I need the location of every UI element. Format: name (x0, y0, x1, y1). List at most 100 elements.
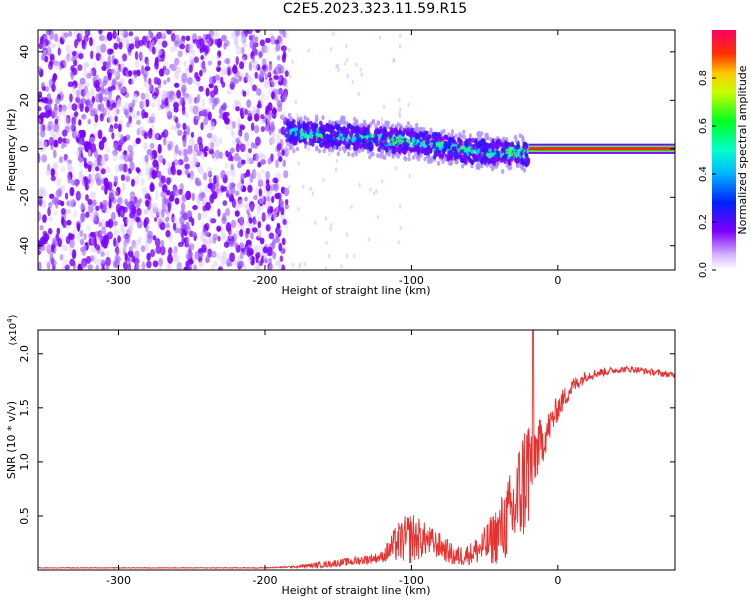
spectrogram-speck (105, 264, 110, 270)
spectrogram-speck (133, 242, 138, 251)
spectrogram-band-speck (486, 157, 491, 163)
spectrogram-speck (216, 66, 221, 72)
spectrogram-speck (152, 159, 159, 168)
spectrogram-speck (156, 152, 162, 162)
spectrogram-speck (120, 174, 126, 181)
spectrogram-band-speck (433, 137, 438, 143)
spectrogram-band-speck (293, 127, 298, 132)
spectrogram-band-speck (360, 122, 364, 128)
spectrogram-speck (380, 117, 384, 122)
spectrogram-speck (143, 141, 148, 151)
spectrogram-speck (58, 104, 63, 113)
spectrogram-band-speck (445, 156, 450, 162)
spectrogram-speck (226, 170, 231, 177)
spectrogram-speck (139, 51, 143, 61)
spectrogram-speck (42, 85, 46, 92)
spectrogram-speck (255, 254, 259, 264)
spectrogram-speck (189, 243, 195, 251)
spectrogram-band-speck (314, 118, 318, 124)
spectrogram-speck (248, 217, 253, 224)
spectrogram-speck (261, 255, 265, 263)
spectrogram-speck (149, 142, 155, 150)
spectrogram-speck (68, 30, 73, 37)
spectrogram-band-speck (423, 156, 427, 162)
spectrogram-speck (229, 77, 235, 85)
spectrogram-band-speck (427, 134, 432, 140)
spectrogram-speck (135, 216, 141, 223)
spectrogram-speck (44, 55, 49, 63)
spectrogram-speck (166, 111, 173, 120)
spectrogram-band-speck (449, 161, 453, 167)
spectrogram-band-speck (485, 152, 490, 157)
spectrogram-band-speck (495, 161, 499, 167)
spectrogram-band-speck (383, 135, 388, 141)
spectrogram-band-speck (339, 117, 343, 123)
spectrogram-speck (88, 173, 92, 182)
spectrogram-speck (48, 201, 53, 209)
spectrogram-band-speck (516, 156, 520, 162)
spectrogram-speck (270, 78, 277, 87)
spectrogram-band-speck (442, 128, 446, 134)
spectrogram-speck (146, 252, 151, 261)
spectrogram-band-speck (413, 144, 418, 150)
y-tick-label: 0.5 (18, 507, 31, 525)
spectrogram-frame (37, 29, 676, 271)
spectrogram-speck (255, 30, 261, 34)
spectrogram-band-speck (322, 124, 326, 130)
spectrogram-speck (195, 76, 201, 82)
spectrogram-speck (141, 261, 146, 270)
spectrogram-speck (131, 239, 137, 248)
spectrogram-speck (122, 261, 128, 270)
spectrogram-speck (103, 234, 108, 245)
spectrogram-speck (85, 256, 92, 264)
spectrogram-speck (407, 102, 410, 108)
spectrogram-speck (179, 96, 183, 106)
spectrogram-speck (283, 170, 289, 179)
spectrogram-speck (329, 47, 333, 52)
spectrogram-speck (89, 109, 96, 117)
spectrogram-band-speck (368, 136, 372, 143)
spectrogram-speck (200, 151, 205, 160)
spectrogram-speck (351, 80, 354, 85)
spectrogram-speck (119, 30, 126, 38)
spectrogram-speck (63, 32, 69, 38)
spectrogram-speck (48, 136, 55, 144)
spectrogram-speck (105, 166, 111, 174)
spectrogram-speck (398, 113, 402, 119)
spectrogram-speck (262, 255, 269, 263)
spectrogram-band-speck (490, 143, 495, 150)
spectrogram-band-speck (450, 132, 454, 138)
spectrogram-speck (239, 107, 244, 117)
spectrogram-speck (238, 216, 243, 224)
spectrogram-speck (158, 181, 164, 188)
spectrogram-speck (157, 171, 162, 178)
spectrogram-speck (93, 158, 98, 168)
spectrogram-speck (189, 170, 195, 180)
spectrogram-speck (261, 44, 268, 54)
spectrogram-speck (266, 116, 271, 126)
spectrogram-speck (157, 143, 162, 154)
spectrogram-speck (224, 124, 231, 130)
spectrogram-speck (284, 203, 289, 210)
spectrogram-speck (392, 57, 395, 63)
spectrogram-speck (398, 44, 402, 49)
spectrogram-speck (192, 204, 198, 211)
spectrogram-speck (244, 132, 250, 142)
spectrogram-speck (399, 225, 402, 231)
spectrogram-speck (223, 241, 230, 248)
spectrogram-speck (38, 106, 42, 112)
spectrogram-speck (95, 52, 102, 61)
spectrogram-speck (303, 262, 306, 267)
spectrogram-speck (69, 258, 76, 267)
spectrogram-speck (83, 176, 88, 187)
spectrogram-speck (233, 36, 238, 46)
spectrogram-speck (52, 75, 56, 84)
spectrogram-speck (220, 255, 226, 266)
spectrogram-speck (179, 38, 186, 45)
spectrogram-speck (248, 147, 252, 154)
spectrogram-speck (265, 179, 270, 185)
spectrogram-band-speck (468, 133, 472, 139)
spectrogram-band-speck (460, 154, 464, 160)
spectrogram-speck (106, 116, 111, 123)
spectrogram-speck (229, 80, 235, 90)
